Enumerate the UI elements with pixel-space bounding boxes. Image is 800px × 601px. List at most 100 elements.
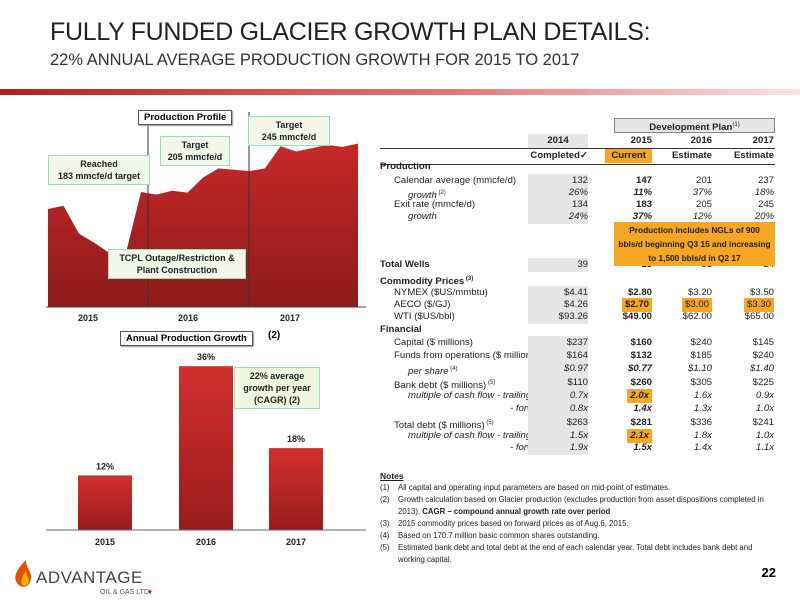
row-value: 39 [528,258,588,272]
row-value: 20% [754,211,774,222]
table-row: growth 24% 37% 12% 20% [380,210,775,224]
page-number: 22 [761,565,776,580]
row-value: $240 [690,337,712,348]
callout-target-245: Target 245 mmcfe/d [248,116,330,146]
row-value: $281 [630,417,652,428]
table-row: Bank debt ($ millions) (5) $110 $260 $305 $2… [380,376,775,392]
growth-data-label-2017: 18% [287,434,305,444]
logo-name: ADVANTAGE [36,568,143,587]
row-value: $240 [752,350,774,361]
table-row: Calendar average (mmcfe/d) 132 147 201 237 [380,174,775,188]
growth-bar-2017 [269,448,323,530]
row-value: $263 [528,416,588,430]
row-label: WTI ($US/bbl) [394,311,455,322]
row-value: $2.70 [621,298,652,312]
row-label: multiple of cash flow - trailing [408,390,532,401]
status-0: Completed✓ [530,150,588,161]
dev-plan-header: Development Plan(1) [614,118,775,133]
row-label: Exit rate (mmcfe/d) [394,199,476,210]
row-value: 26% [528,186,588,200]
row-value: 147 [635,175,652,186]
ngl-note-highlight: Production includes NGLs of 900 bbls/d b… [614,222,775,266]
growth-bar-2015 [78,475,132,530]
row-value: 1.3x [693,403,712,414]
table-row: Total debt ($ millions) (5) $263 $281 $336 $… [380,416,775,431]
table-row: Funds from operations ($ millions) $164 $1… [380,349,775,363]
row-value: $145 [752,337,774,348]
row-value: 183 [635,199,652,210]
production-profile-title: Production Profile [138,110,233,125]
row-label: Financial [380,324,422,335]
row-value: 132 [528,174,588,188]
row-value: 11% [633,187,653,198]
row-value: 134 [528,198,588,212]
row-value: 1.9x [528,441,588,455]
table-row: multiple of cash flow - trailing 0.7x 2.0x… [380,389,775,403]
table-row: WTI ($US/bbl) $93.26 $49.00 $62.00 $65.00 [380,310,775,324]
row-value: 0.8x [528,402,588,416]
row-value: 37% [692,187,712,198]
row-value: $336 [690,417,712,428]
prod-x-label-2016: 2016 [178,313,199,323]
growth-x-label-2016: 2016 [196,537,216,545]
table-row: - forward0.8x1.4x1.3x1.0x [380,402,775,416]
table-row: Production [380,160,775,174]
note-item: (1) All capital and operating input param… [380,483,671,492]
table-row: Commodity Prices (3) [380,272,775,287]
row-value: 1.5x [633,442,652,453]
row-label: growth (2) [408,190,446,202]
table-row: AECO ($/GJ) $4.26 $2.70 $3.00 $3.30 [380,298,775,312]
row-value: 205 [695,199,712,210]
status-3: Estimate [734,150,774,161]
year-header-2015: 2015 [630,135,652,146]
row-value: $49.00 [622,311,652,322]
row-value: $237 [528,336,588,350]
row-value: $160 [630,337,652,348]
notes-section: Notes (1) All capital and operating input… [380,470,775,566]
growth-x-label-2017: 2017 [286,537,306,545]
page-subtitle: 22% ANNUAL AVERAGE PRODUCTION GROWTH FOR… [50,51,580,69]
row-label: Total Wells [380,259,430,270]
row-value: $1.40 [749,363,774,374]
row-value: 201 [695,175,712,186]
row-value: 24% [528,210,588,224]
row-value: 12% [692,211,712,222]
company-logo: ADVANTAGE OIL & GAS LTD. ♦ [8,556,158,601]
row-value: 1.6x [693,390,712,401]
notes-heading: Notes [380,471,404,481]
row-value: 0.7x [528,389,588,403]
row-value: $132 [630,350,652,361]
row-value: 1.8x [693,430,712,441]
note-item: (5) Estimated bank debt and total debt at… [380,543,753,564]
annual-growth-chart: 12% 2015 36% 2016 18% 2017 [46,352,366,545]
row-value: $1.10 [687,363,712,374]
row-label: per share (4) [408,366,458,378]
row-value: $3.30 [743,298,774,312]
status-1: Current [605,149,652,163]
row-value: $0.77 [627,363,652,374]
row-label: Funds from operations ($ millions) [394,350,540,361]
row-value: $225 [752,377,774,388]
prod-x-label-2015: 2015 [78,313,99,323]
callout-outage: TCPL Outage/Restriction & Plant Construc… [108,249,246,279]
row-label: Calendar average (mmcfe/d) [394,175,517,186]
row-label: multiple of cash flow - trailing [408,430,532,441]
row-value: $164 [528,349,588,363]
table-row: Capital ($ millions) $237 $160 $240 $145 [380,336,775,350]
table-row: per share (4) $0.97 $0.77 $1.10 $1.40 [380,362,775,378]
row-value: $3.20 [687,287,712,298]
row-label: Bank debt ($ millions) (5) [394,380,496,392]
note-item: (4) Based on 170.7 million basic common s… [380,531,600,540]
header-divider-bar [0,89,800,95]
table-row: growth (2) 26% 11% 37% 18% [380,186,775,202]
row-value: 237 [757,175,774,186]
row-value: $3.50 [749,287,774,298]
row-value: $3.00 [681,298,712,312]
row-value: 18% [754,187,774,198]
row-value: 1.4x [693,442,712,453]
note-item: (2) Growth calculation based on Glacier p… [380,495,764,516]
growth-chart-title: Annual Production Growth [120,331,253,346]
row-value: $0.97 [528,362,588,376]
row-value: $93.26 [528,310,588,324]
row-value: 1.0x [755,430,774,441]
